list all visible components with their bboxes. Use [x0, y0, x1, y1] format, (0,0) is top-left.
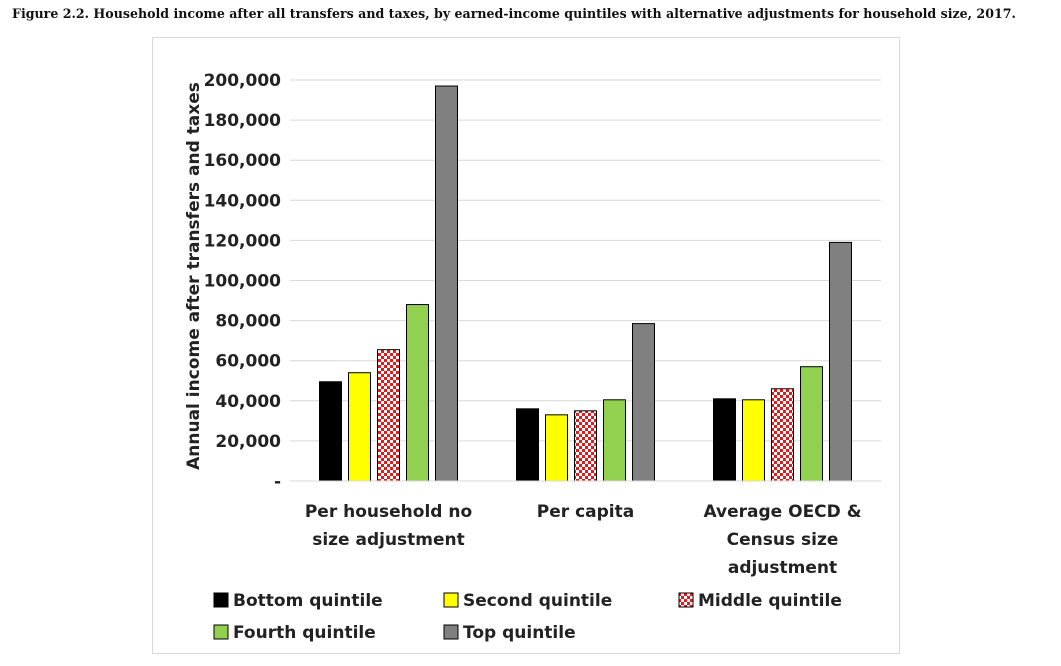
- y-tick-label: 40,000: [215, 392, 281, 412]
- bar-bottom-quintile: [516, 408, 539, 482]
- x-category-label-line: Per household no: [305, 502, 472, 522]
- y-tick-label: 100,000: [204, 272, 282, 292]
- legend-swatch: [443, 624, 459, 640]
- bars: [319, 85, 852, 482]
- x-category-label: Per capita: [537, 502, 634, 522]
- y-axis-ticks: - 20,000 40,000 60,000 80,000 100,000 120,000 1…: [204, 71, 282, 492]
- bar-middle-quintile: [377, 349, 400, 482]
- legend-label: Fourth quintile: [233, 623, 376, 643]
- y-tick-label: 160,000: [204, 151, 282, 171]
- x-category-label-line: Per capita: [537, 502, 634, 522]
- y-tick-label: 60,000: [215, 352, 281, 372]
- x-category-label-line: Average OECD &: [703, 502, 861, 522]
- bar-second-quintile: [742, 399, 765, 482]
- bar-middle-quintile: [574, 410, 597, 482]
- x-category-label-line: adjustment: [728, 558, 837, 578]
- y-tick-label: 120,000: [204, 231, 282, 251]
- chart-frame: - 20,000 40,000 60,000 80,000 100,000 120,000 1…: [152, 37, 900, 654]
- legend-swatch: [443, 592, 459, 608]
- legend-swatch: [213, 624, 229, 640]
- y-tick-label: 140,000: [204, 191, 282, 211]
- y-tick-label: -: [274, 472, 281, 492]
- bar-top-quintile: [435, 85, 458, 482]
- legend-label: Middle quintile: [698, 591, 842, 611]
- y-axis-title: Annual income after transfers and taxes: [184, 82, 204, 470]
- y-tick-label: 20,000: [215, 432, 281, 452]
- x-category-label: Average OECD & Census size adjustment: [703, 502, 861, 578]
- bar-second-quintile: [545, 414, 568, 482]
- legend: Bottom quintile Second quintile Middle qui…: [213, 591, 842, 643]
- bar-middle-quintile: [771, 388, 794, 482]
- legend-label: Top quintile: [463, 623, 576, 643]
- figure-caption: Figure 2.2. Household income after all t…: [12, 6, 1016, 21]
- bar-fourth-quintile: [800, 366, 823, 482]
- y-tick-label: 200,000: [204, 71, 282, 91]
- y-tick-label: 80,000: [215, 312, 281, 332]
- y-tick-label: 180,000: [204, 111, 282, 131]
- bar-second-quintile: [348, 372, 371, 482]
- legend-label: Second quintile: [463, 591, 612, 611]
- bar-bottom-quintile: [713, 398, 736, 482]
- legend-swatch: [678, 592, 694, 608]
- bar-bottom-quintile: [319, 381, 342, 482]
- bar-fourth-quintile: [603, 399, 626, 482]
- x-category-label: Per household no size adjustment: [305, 502, 472, 550]
- bar-fourth-quintile: [406, 304, 429, 482]
- legend-label: Bottom quintile: [233, 591, 383, 611]
- x-category-label-line: size adjustment: [312, 530, 465, 550]
- bar-top-quintile: [632, 323, 655, 482]
- bar-top-quintile: [829, 241, 852, 482]
- bar-chart: - 20,000 40,000 60,000 80,000 100,000 120,000 1…: [184, 71, 881, 643]
- x-axis-labels: Per household no size adjustment Per capit…: [305, 502, 862, 578]
- legend-swatch: [213, 592, 229, 608]
- x-category-label-line: Census size: [727, 530, 839, 550]
